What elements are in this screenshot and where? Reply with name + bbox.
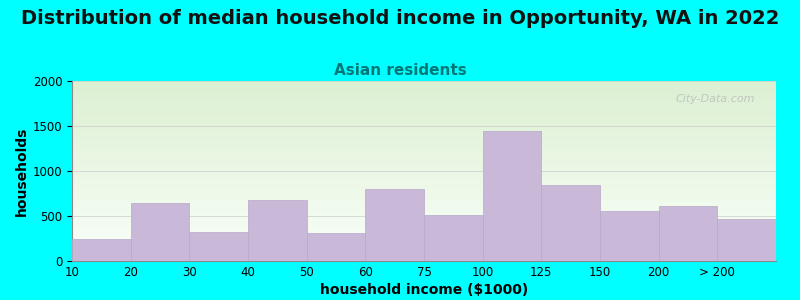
Y-axis label: households: households [14, 126, 29, 216]
Bar [424, 215, 482, 261]
Bar [190, 232, 248, 261]
Bar [718, 219, 776, 261]
Bar [306, 233, 366, 261]
Text: Distribution of median household income in Opportunity, WA in 2022: Distribution of median household income … [21, 9, 779, 28]
Bar [482, 131, 542, 261]
Bar [130, 203, 190, 261]
Bar [658, 206, 718, 261]
Bar [248, 200, 306, 261]
Bar [366, 189, 424, 261]
Text: Asian residents: Asian residents [334, 63, 466, 78]
Bar [72, 238, 130, 261]
Bar [542, 185, 600, 261]
X-axis label: household income ($1000): household income ($1000) [320, 283, 528, 297]
Text: City-Data.com: City-Data.com [675, 94, 755, 103]
Bar [600, 211, 658, 261]
